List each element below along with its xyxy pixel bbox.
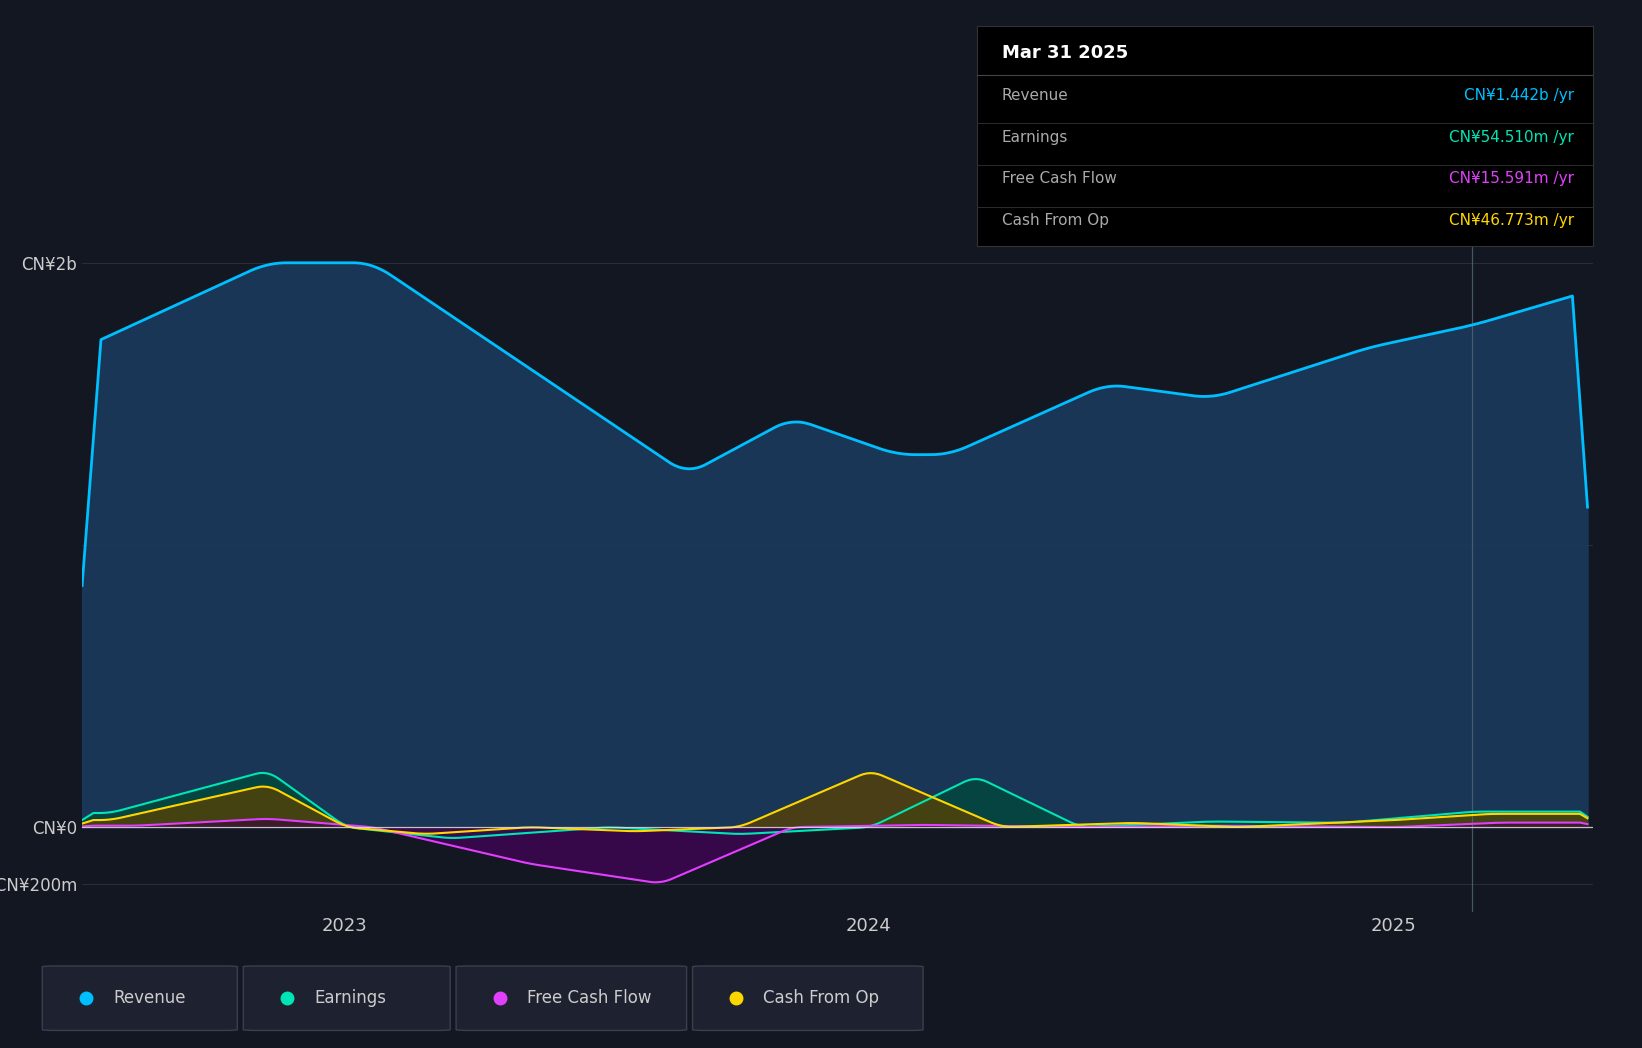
Text: CN¥1.442b /yr: CN¥1.442b /yr — [1465, 88, 1575, 103]
Text: Free Cash Flow: Free Cash Flow — [527, 989, 652, 1007]
Text: Cash From Op: Cash From Op — [764, 989, 880, 1007]
Text: CN¥46.773m /yr: CN¥46.773m /yr — [1450, 214, 1575, 228]
Text: Revenue: Revenue — [1002, 88, 1069, 103]
Text: Cash From Op: Cash From Op — [1002, 214, 1108, 228]
Text: Free Cash Flow: Free Cash Flow — [1002, 172, 1117, 187]
Text: Mar 31 2025: Mar 31 2025 — [1002, 44, 1128, 62]
Text: Earnings: Earnings — [314, 989, 386, 1007]
Text: Revenue: Revenue — [113, 989, 186, 1007]
FancyBboxPatch shape — [243, 966, 450, 1030]
Text: CN¥54.510m /yr: CN¥54.510m /yr — [1450, 130, 1575, 145]
Text: Earnings: Earnings — [1002, 130, 1067, 145]
Text: CN¥15.591m /yr: CN¥15.591m /yr — [1450, 172, 1575, 187]
Text: Past: Past — [1476, 212, 1511, 230]
FancyBboxPatch shape — [43, 966, 238, 1030]
FancyBboxPatch shape — [456, 966, 686, 1030]
FancyBboxPatch shape — [693, 966, 923, 1030]
